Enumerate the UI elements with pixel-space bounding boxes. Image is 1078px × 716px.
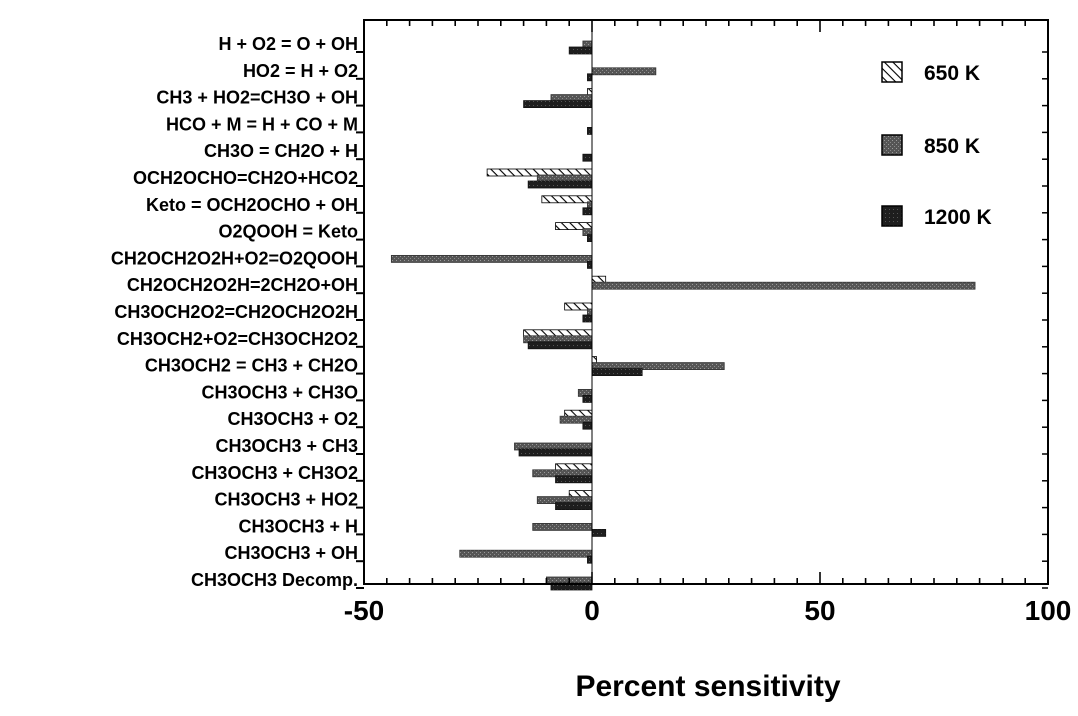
legend-swatch [881, 61, 903, 83]
bar-series-1 [591, 281, 976, 290]
legend-label: 650 K [924, 62, 980, 85]
category-label: CH3OCH2 = CH3 + CH2O [145, 356, 358, 376]
axes-layer [356, 19, 1049, 589]
bar-series-2 [582, 153, 593, 162]
bar-series-2 [587, 234, 593, 243]
bars-layer [390, 40, 976, 591]
bar-series-2 [518, 448, 593, 457]
bar-series-2 [587, 260, 593, 269]
category-label: HCO + M = H + CO + M [166, 114, 358, 134]
bar-series-2 [527, 341, 593, 350]
bar-series-2 [527, 180, 593, 189]
bar-series-2 [587, 555, 593, 564]
category-label: CH3OCH3 + CH3 [215, 436, 358, 456]
bar-series-2 [523, 100, 593, 108]
category-label: CH3O = CH2O + H [204, 141, 358, 161]
x-axis-title: Percent sensitivity [575, 670, 840, 703]
x-tick-label: 0 [584, 595, 600, 626]
category-label: CH3 + HO2=CH3O + OH [156, 88, 358, 108]
category-label: Keto = OCH2OCHO + OH [146, 195, 358, 215]
category-label: CH3OCH3 + CH3O [201, 382, 358, 402]
category-label: CH3OCH2+O2=CH3OCH2O2 [117, 329, 358, 349]
legend-label: 1200 K [924, 206, 992, 229]
bar-series-2 [555, 475, 593, 484]
category-label: HO2 = H + O2 [243, 61, 358, 81]
x-tick-labels-layer: -50 0 50 100 [344, 595, 1072, 626]
category-label: CH3OCH3 + H [238, 516, 358, 536]
category-label: CH3OCH3 + OH [224, 543, 358, 563]
plot-frame [363, 19, 1049, 585]
bar-series-2 [568, 46, 593, 55]
category-label: CH3OCH2O2=CH2OCH2O2H [114, 302, 358, 322]
bar-series-2 [591, 529, 607, 537]
legend-swatch [881, 205, 903, 227]
category-label: H + O2 = O + OH [218, 34, 358, 54]
category-label: CH2OCH2O2H=2CH2O+OH [127, 275, 358, 295]
x-tick-label: 50 [804, 595, 835, 626]
legend: 650 K 850 K 1200 K [881, 61, 992, 229]
bar-series-2 [555, 502, 593, 511]
bar-series-0 [541, 195, 593, 204]
bar-series-2 [582, 394, 593, 403]
x-tick-label: -50 [344, 595, 384, 626]
bar-series-1 [459, 549, 593, 558]
category-label: CH3OCH3 + CH3O2 [191, 463, 358, 483]
x-tick-label: 100 [1025, 595, 1072, 626]
category-label: CH2OCH2O2H+O2=O2QOOH [111, 248, 358, 268]
bar-series-2 [582, 314, 593, 323]
category-label: O2QOOH = Keto [218, 222, 358, 242]
bar-series-2 [582, 207, 593, 216]
bar-series-1 [390, 254, 593, 263]
category-label: CH3OCH3 + O2 [227, 409, 358, 429]
bar-series-2 [587, 127, 593, 135]
legend-label: 850 K [924, 135, 980, 158]
category-labels-layer: H + O2 = O + OH HO2 = H + O2 CH3 + HO2=CH3… [111, 34, 358, 590]
category-label: OCH2OCHO=CH2O+HCO2 [133, 168, 358, 188]
bar-series-2 [591, 368, 643, 377]
bar-series-1 [532, 523, 593, 531]
category-label: CH3OCH3 + HO2 [214, 490, 358, 510]
legend-swatch [881, 134, 903, 156]
bar-series-1 [591, 67, 657, 76]
bar-series-2 [582, 421, 593, 430]
bar-series-2 [587, 73, 593, 82]
category-label: CH3OCH3 Decomp. [191, 570, 358, 590]
